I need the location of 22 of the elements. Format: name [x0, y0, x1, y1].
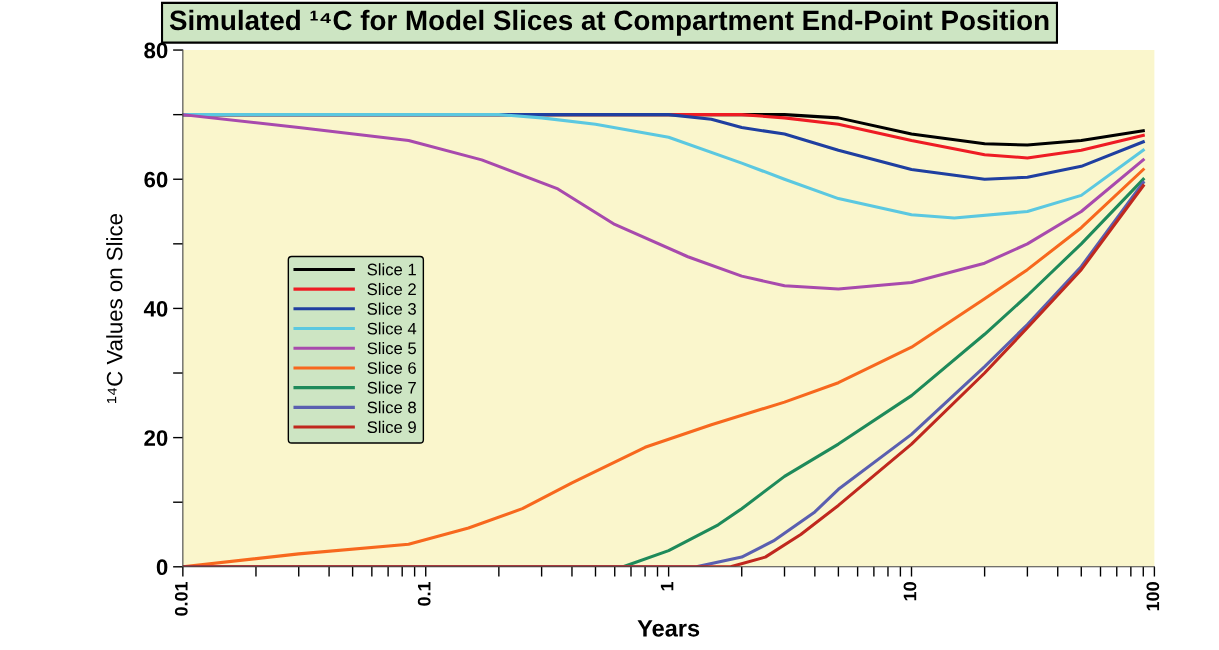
legend-label: Slice 1 [367, 263, 416, 276]
y-tick-label: 60 [144, 171, 168, 188]
y-tick-label: 20 [144, 430, 168, 446]
chart-title: Simulated ¹⁴C for Model Slices at Compartment End-Point Position [169, 9, 1049, 36]
y-axis-title: ¹⁴C Values on Slice [106, 214, 123, 403]
x-tick-label: 100 [1146, 582, 1160, 611]
x-tick-label: 0.01 [174, 581, 188, 616]
legend-label: Slice 3 [367, 302, 416, 315]
legend-label: Slice 8 [367, 401, 416, 414]
x-axis-title: Years [637, 620, 700, 637]
x-tick-label: 10 [903, 582, 917, 601]
y-tick-label: 40 [143, 300, 168, 317]
legend-label: Slice 4 [367, 322, 417, 335]
legend-label: Slice 7 [367, 381, 416, 394]
legend-label: Slice 5 [367, 342, 416, 355]
y-tick-label: 80 [144, 42, 168, 59]
y-tick-label: 0 [156, 559, 168, 576]
legend-label: Slice 9 [367, 420, 416, 434]
x-tick-label: 1 [660, 581, 674, 591]
legend-label: Slice 6 [367, 361, 416, 374]
x-tick-label: 0.1 [417, 581, 431, 606]
legend-label: Slice 2 [367, 282, 416, 296]
